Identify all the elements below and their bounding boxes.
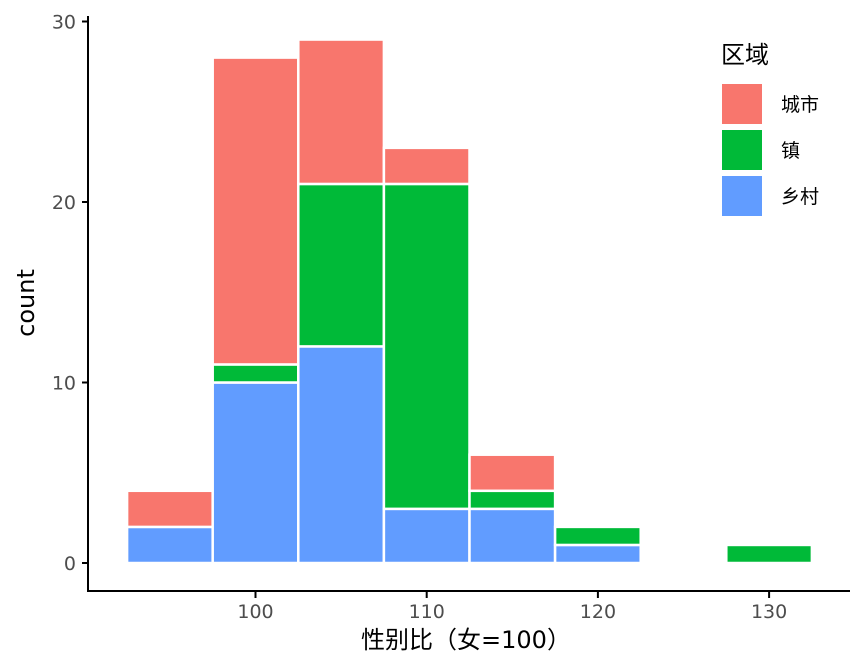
bar-segment-镇-bin-7	[725, 543, 814, 565]
legend-swatch	[722, 176, 762, 216]
bar-segment-城市-bin-1	[211, 56, 300, 366]
bar-segment-镇-bin-1	[211, 363, 300, 384]
y-tick-label: 10	[52, 373, 76, 395]
bar-segment-城市-bin-4	[468, 453, 557, 493]
legend-label: 乡村	[781, 186, 819, 208]
legend-swatch	[722, 84, 762, 124]
x-tick-label: 120	[580, 601, 616, 623]
legend-label: 镇	[781, 140, 800, 162]
x-tick-label: 100	[237, 601, 273, 623]
bar-segment-乡村-bin-2	[297, 345, 386, 565]
x-ticks: 100 110 120 130	[237, 591, 787, 623]
x-tick-label: 110	[409, 601, 445, 623]
legend-label: 城市	[781, 94, 819, 116]
bar-segment-乡村-bin-0	[125, 525, 214, 565]
bar-segment-镇-bin-4	[468, 489, 557, 511]
bar-segment-镇-bin-2	[297, 182, 386, 348]
y-axis-title: count	[12, 269, 40, 337]
x-axis-title: 性别比（女=100）	[361, 626, 571, 654]
legend-title: 区域	[721, 41, 769, 69]
bars-layer	[125, 38, 814, 565]
bar-segment-城市-bin-2	[297, 38, 386, 186]
bar-segment-镇-bin-5	[553, 525, 642, 547]
bar-segment-城市-bin-0	[125, 489, 214, 529]
x-tick-label: 130	[751, 601, 787, 623]
y-tick-label: 0	[64, 553, 76, 575]
bar-segment-城市-bin-3	[382, 146, 471, 186]
legend-swatch	[722, 130, 762, 170]
bar-segment-乡村-bin-4	[468, 507, 557, 565]
bar-segment-乡村-bin-3	[382, 507, 471, 565]
bar-segment-乡村-bin-1	[211, 381, 300, 565]
bar-segment-乡村-bin-5	[553, 543, 642, 565]
y-ticks: 0 10 20 30	[52, 12, 88, 575]
y-tick-label: 20	[52, 192, 76, 214]
bar-segment-镇-bin-3	[382, 182, 471, 511]
y-tick-label: 30	[52, 12, 76, 34]
